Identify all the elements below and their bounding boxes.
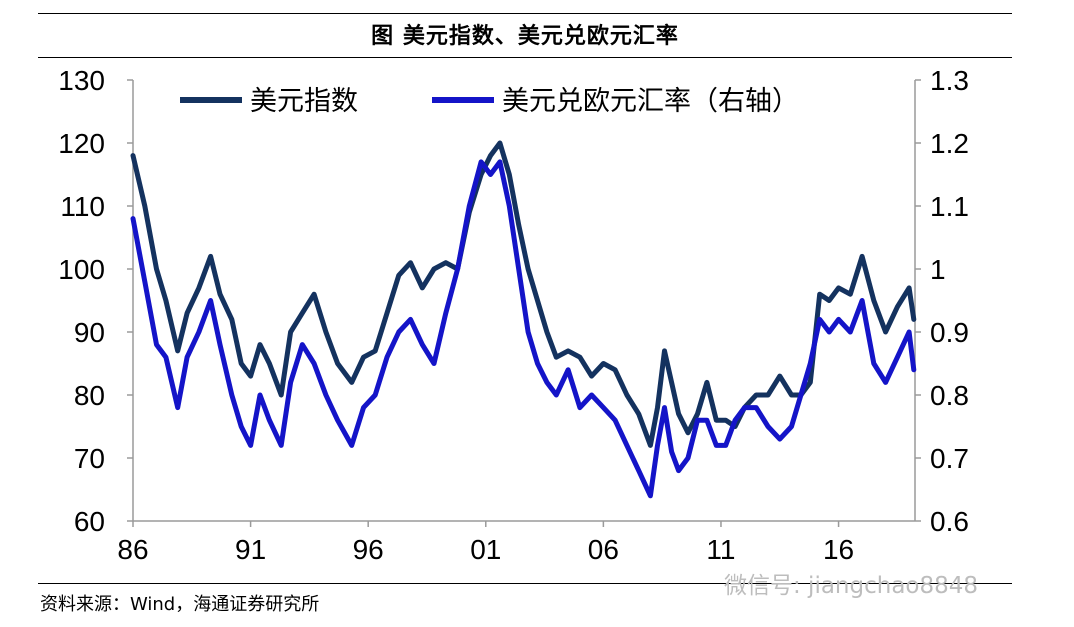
x-tick-label: 06	[588, 534, 619, 565]
right-y-tick-label: 0.6	[930, 506, 969, 537]
x-tick-label: 11	[706, 534, 735, 565]
series-line-usd-index	[130, 140, 917, 448]
legend: 美元指数 美元兑欧元汇率（右轴）	[180, 86, 799, 117]
source-rule	[38, 583, 1012, 584]
right-y-tick-label: 0.7	[930, 443, 969, 474]
x-tick-label: 96	[353, 534, 384, 565]
legend-label: 美元兑欧元汇率（右轴）	[502, 86, 799, 117]
left-y-tick-label: 80	[74, 380, 105, 411]
left-y-tick-label: 60	[74, 506, 105, 537]
x-tick-label: 01	[470, 534, 501, 565]
x-tick-label: 91	[235, 534, 266, 565]
x-tick-label: 16	[823, 534, 854, 565]
right-y-tick-label: 1.1	[930, 191, 969, 222]
left-y-tick-label: 110	[60, 191, 105, 222]
title-bottom-rule	[38, 57, 1012, 58]
right-y-tick-label: 1.3	[930, 65, 969, 96]
left-y-tick-label: 120	[58, 128, 105, 159]
axes: 60 70 80 90 100 110 120 130 0.6 0.7 0.8 0.9 1 1.1 1.2 1…	[58, 65, 969, 565]
right-y-tick-label: 1.2	[930, 128, 969, 159]
series-line-usd-eur	[130, 159, 917, 499]
x-tick-label: 86	[117, 534, 148, 565]
series-layer	[130, 140, 917, 499]
right-y-tick-label: 0.8	[930, 380, 969, 411]
left-y-tick-label: 130	[58, 65, 105, 96]
wechat-watermark: 微信号: jiangchao8848	[724, 573, 979, 599]
right-y-tick-label: 0.9	[930, 317, 969, 348]
source-note: 资料来源：Wind，海通证券研究所	[40, 594, 320, 615]
left-y-tick-label: 70	[74, 443, 105, 474]
chart-title: 图 美元指数、美元兑欧元汇率	[371, 24, 679, 49]
left-y-tick-label: 90	[74, 317, 105, 348]
left-y-tick-label: 100	[58, 254, 105, 285]
right-y-tick-label: 1	[930, 254, 946, 285]
title-top-rule	[38, 13, 1012, 14]
legend-label: 美元指数	[250, 86, 358, 117]
